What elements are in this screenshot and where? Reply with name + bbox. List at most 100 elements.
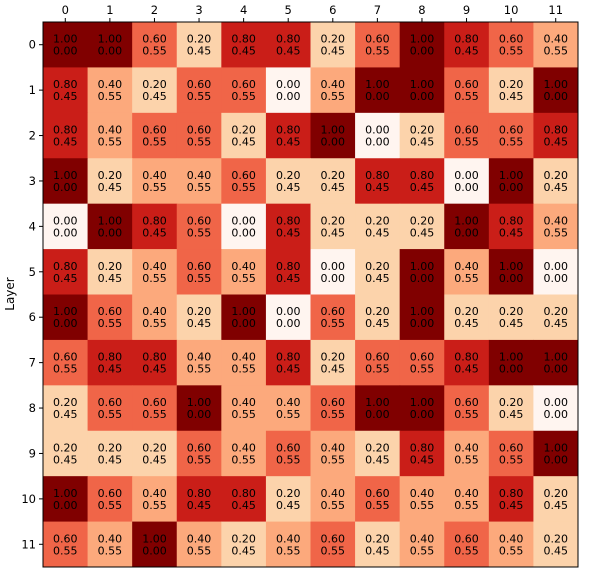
heatmap-cell bbox=[399, 521, 445, 568]
heatmap-cell bbox=[132, 430, 178, 477]
cell-value-label: 0.00 0.00 bbox=[53, 214, 78, 239]
cell-value-label: 0.60 0.55 bbox=[187, 124, 212, 149]
heatmap-cell bbox=[399, 158, 445, 205]
heatmap-cell bbox=[221, 385, 267, 432]
heatmap-cell bbox=[355, 67, 401, 114]
heatmap-cell bbox=[87, 249, 133, 295]
cell-value-label: 0.40 0.55 bbox=[231, 441, 256, 466]
heatmap-cell bbox=[176, 430, 222, 477]
heatmap-cell bbox=[444, 385, 490, 432]
cell-value-label: 0.20 0.45 bbox=[187, 33, 212, 58]
cell-value-label: 0.80 0.45 bbox=[365, 169, 390, 194]
cell-value-label: 0.20 0.45 bbox=[365, 260, 390, 285]
cell-value-label: 0.40 0.55 bbox=[98, 532, 123, 557]
y-axis-label: Layer bbox=[3, 277, 17, 311]
cell-value-label: 0.20 0.45 bbox=[321, 351, 346, 376]
heatmap-cell bbox=[444, 22, 490, 68]
cell-value-label: 0.40 0.55 bbox=[410, 532, 435, 557]
heatmap-cells: 1.00 0.00 1.00 0.00 0.60 0.55 0.20 0.45 0.80 0.45… bbox=[43, 22, 579, 568]
x-tick-label: 3 bbox=[195, 3, 202, 17]
cell-value-label: 0.60 0.55 bbox=[454, 78, 479, 103]
cell-value-label: 0.80 0.45 bbox=[231, 33, 256, 58]
heatmap-cell bbox=[43, 249, 89, 295]
heatmap-cell bbox=[310, 339, 356, 386]
heatmap-cell bbox=[488, 430, 534, 477]
heatmap-cell bbox=[132, 249, 178, 295]
heatmap-cell bbox=[355, 385, 401, 432]
heatmap-cell bbox=[176, 158, 222, 205]
heatmap-cell bbox=[533, 385, 579, 432]
heatmap-cell bbox=[43, 112, 89, 159]
cell-value-label: 0.20 0.45 bbox=[543, 305, 568, 330]
heatmap-cell bbox=[87, 294, 133, 341]
cell-value-label: 0.60 0.55 bbox=[53, 532, 78, 557]
heatmap-cell bbox=[221, 203, 267, 250]
cell-value-label: 0.80 0.45 bbox=[98, 351, 123, 376]
cell-value-label: 1.00 0.00 bbox=[543, 351, 568, 376]
heatmap-cell bbox=[221, 67, 267, 114]
heatmap-cell bbox=[355, 339, 401, 386]
heatmap-cell bbox=[176, 385, 222, 432]
heatmap-cell bbox=[87, 158, 133, 205]
heatmap-cell bbox=[265, 521, 311, 568]
cell-value-label: 0.60 0.55 bbox=[98, 396, 123, 421]
cell-value-label: 0.20 0.45 bbox=[365, 305, 390, 330]
cell-value-label: 0.60 0.55 bbox=[142, 396, 167, 421]
cell-value-label: 0.40 0.55 bbox=[276, 532, 301, 557]
heatmap-cell bbox=[132, 476, 178, 523]
heatmap-cell bbox=[87, 521, 133, 568]
cell-value-label: 1.00 0.00 bbox=[499, 169, 524, 194]
y-axis-ticks: 0 1 2 3 4 5 6 7 8 9 10 11 bbox=[21, 38, 43, 551]
heatmap-cell bbox=[87, 203, 133, 250]
heatmap-cell bbox=[176, 339, 222, 386]
cell-value-label: 0.80 0.45 bbox=[454, 351, 479, 376]
x-tick-label: 6 bbox=[329, 3, 336, 17]
cell-value-label: 0.60 0.55 bbox=[499, 33, 524, 58]
cell-value-label: 1.00 0.00 bbox=[53, 33, 78, 58]
heatmap-cell bbox=[399, 22, 445, 68]
cell-value-label: 0.60 0.55 bbox=[53, 351, 78, 376]
heatmap-cell bbox=[221, 521, 267, 568]
heatmap-cell bbox=[43, 203, 89, 250]
cell-value-label: 0.40 0.55 bbox=[454, 260, 479, 285]
cell-value-label: 0.60 0.55 bbox=[365, 351, 390, 376]
heatmap-cell bbox=[265, 158, 311, 205]
cell-value-label: 0.80 0.45 bbox=[276, 124, 301, 149]
cell-value-label: 0.20 0.45 bbox=[543, 487, 568, 512]
cell-value-label: 0.20 0.45 bbox=[142, 441, 167, 466]
heatmap-cell bbox=[533, 158, 579, 205]
cell-value-label: 0.60 0.55 bbox=[187, 260, 212, 285]
x-tick-label: 0 bbox=[62, 3, 69, 17]
cell-value-label: 0.40 0.55 bbox=[410, 487, 435, 512]
heatmap-cell bbox=[132, 112, 178, 159]
heatmap-cell bbox=[399, 203, 445, 250]
heatmap-cell bbox=[488, 158, 534, 205]
cell-value-label: 1.00 0.00 bbox=[142, 532, 167, 557]
y-tick-label: 6 bbox=[29, 310, 36, 324]
cell-value-label: 0.40 0.55 bbox=[321, 487, 346, 512]
cell-value-label: 0.20 0.45 bbox=[321, 214, 346, 239]
cell-value-label: 0.80 0.45 bbox=[187, 487, 212, 512]
heatmap-cell bbox=[355, 249, 401, 295]
heatmap-cell bbox=[221, 476, 267, 523]
cell-value-label: 0.40 0.55 bbox=[543, 33, 568, 58]
heatmap-cell bbox=[265, 476, 311, 523]
cell-value-label: 0.40 0.55 bbox=[321, 441, 346, 466]
heatmap-cell bbox=[176, 249, 222, 295]
heatmap-cell bbox=[444, 339, 490, 386]
cell-value-label: 1.00 0.00 bbox=[543, 441, 568, 466]
cell-value-label: 0.80 0.45 bbox=[276, 260, 301, 285]
heatmap-cell bbox=[221, 158, 267, 205]
heatmap-cell bbox=[176, 476, 222, 523]
heatmap-cell bbox=[488, 22, 534, 68]
cell-value-label: 0.80 0.45 bbox=[276, 351, 301, 376]
heatmap-cell bbox=[399, 430, 445, 477]
cell-value-label: 1.00 0.00 bbox=[98, 33, 123, 58]
heatmap-cell bbox=[444, 249, 490, 295]
x-tick-label: 10 bbox=[504, 3, 519, 17]
cell-value-label: 0.20 0.45 bbox=[410, 214, 435, 239]
cell-value-label: 0.40 0.55 bbox=[499, 532, 524, 557]
cell-value-label: 1.00 0.00 bbox=[53, 487, 78, 512]
y-tick-label: 5 bbox=[29, 265, 36, 279]
heatmap-cell bbox=[221, 430, 267, 477]
